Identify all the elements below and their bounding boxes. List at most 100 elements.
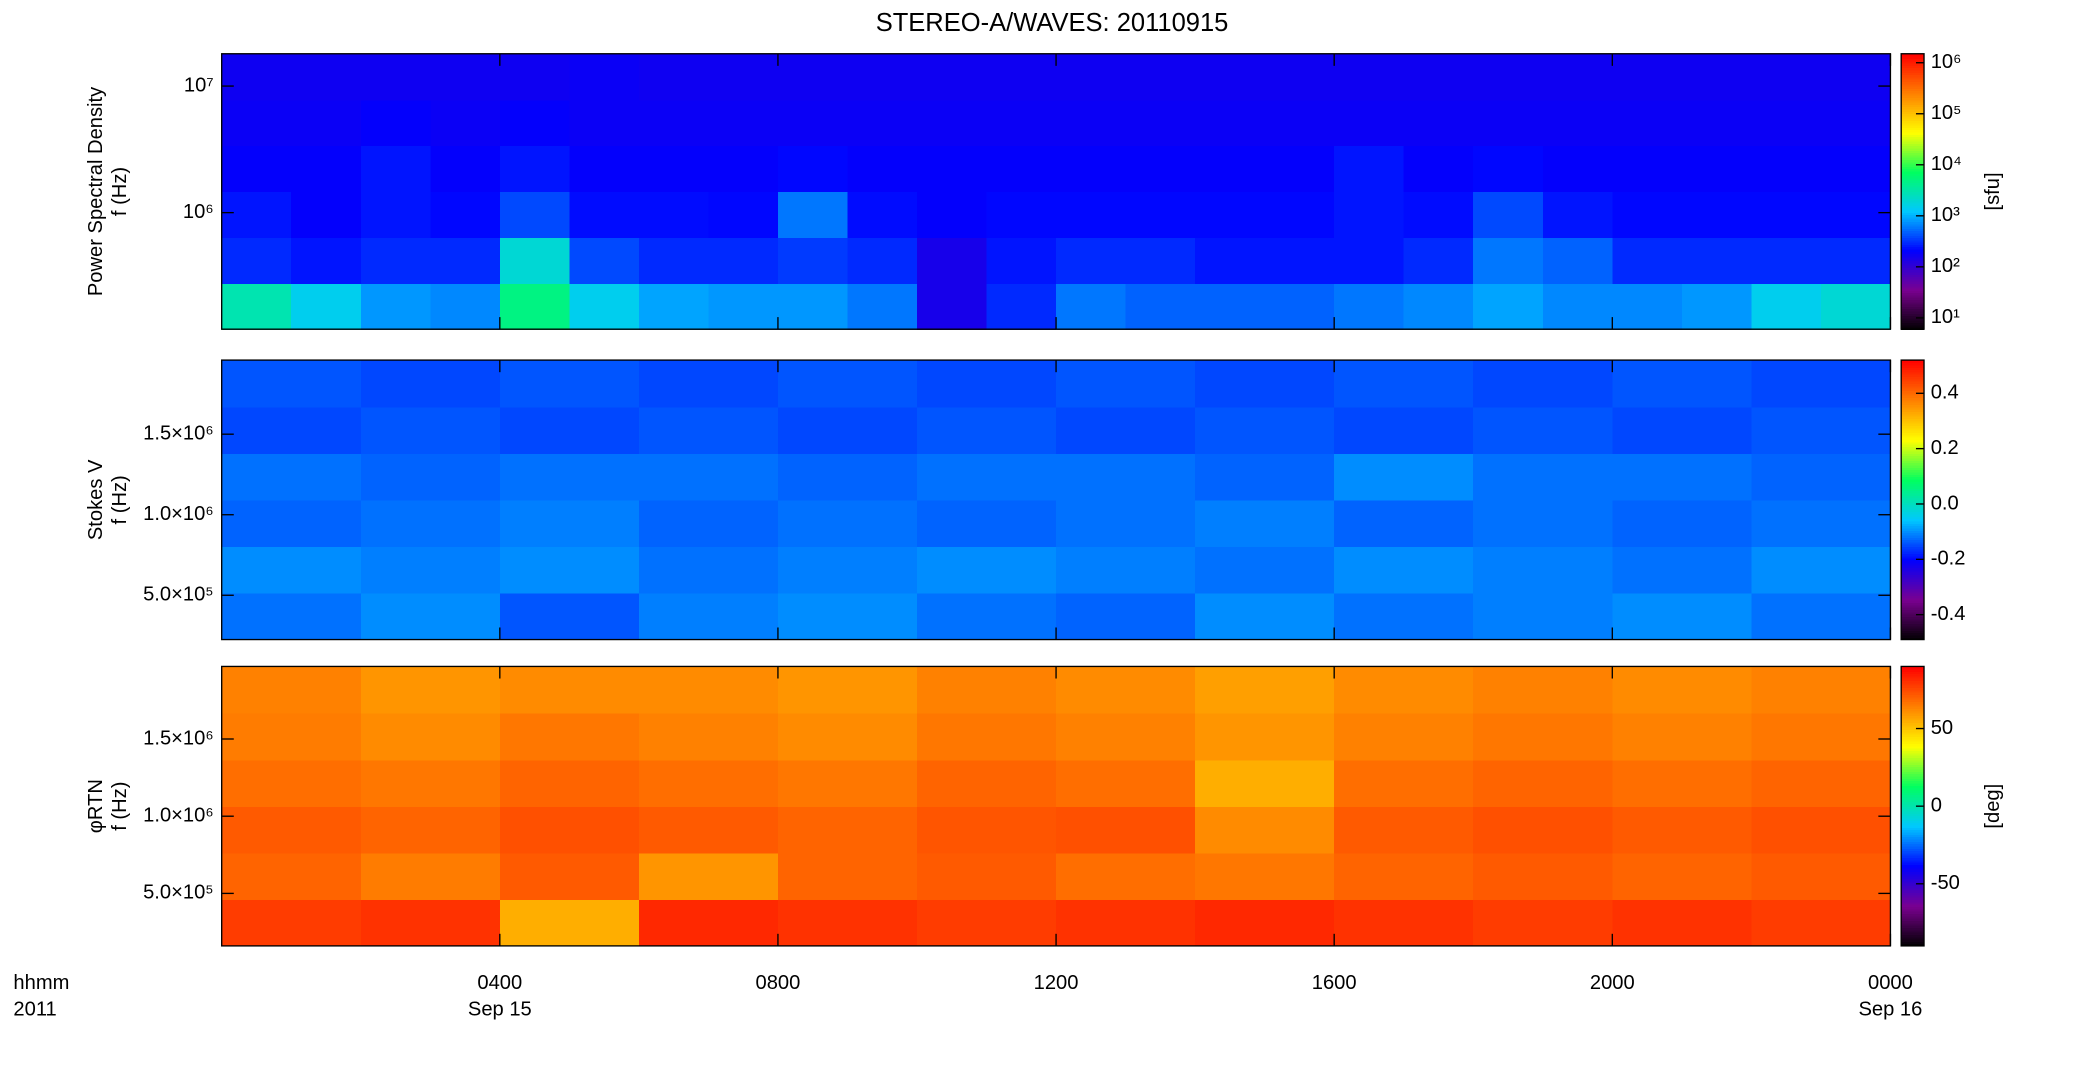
heat-cell — [360, 237, 431, 284]
colorbar-step — [1901, 516, 1925, 520]
colorbar-step — [1901, 613, 1925, 617]
colorbar-step — [1901, 122, 1925, 126]
colorbar-step — [1901, 56, 1925, 60]
colorbar-tick-label: 10⁵ — [1931, 102, 1962, 124]
heat-cell — [221, 53, 292, 101]
heat-cell — [1612, 666, 1753, 714]
heat-cell — [1751, 759, 1892, 807]
colorbar-step — [1901, 92, 1925, 96]
heat-cell — [360, 806, 501, 854]
heat-cell — [1125, 99, 1196, 147]
heat-cell — [1403, 99, 1474, 147]
colorbar-step — [1901, 140, 1925, 144]
colorbar-step — [1901, 269, 1925, 273]
heat-cell — [917, 899, 1057, 947]
heat-cell — [1334, 360, 1474, 408]
colorbar-step — [1901, 726, 1925, 730]
colorbar-step — [1901, 294, 1925, 298]
heat-cell — [777, 592, 918, 641]
heat-cell — [638, 191, 710, 239]
heat-cell — [1820, 191, 1892, 239]
heat-cell — [1056, 499, 1196, 548]
colorbar-step — [1901, 859, 1925, 863]
heat-cell — [917, 806, 1057, 854]
colorbar-step — [1901, 850, 1925, 854]
colorbar-step — [1901, 689, 1925, 693]
colorbar-frame — [1900, 359, 1925, 641]
y-tick-label: 1.5×10⁶ — [143, 423, 213, 445]
heat-cell — [1612, 237, 1683, 284]
colorbar-step — [1901, 801, 1925, 805]
colorbar-step — [1901, 553, 1925, 557]
colorbar-step — [1901, 532, 1925, 536]
heat-cell — [1125, 237, 1196, 284]
colorbar-step — [1901, 560, 1925, 564]
heat-cell — [1473, 99, 1544, 147]
heat-cell — [221, 713, 362, 761]
heat-cell — [1334, 546, 1474, 594]
colorbar-step — [1901, 422, 1925, 426]
heat-cell — [638, 666, 779, 714]
heat-cell — [1195, 806, 1335, 854]
colorbar-step — [1901, 899, 1925, 903]
colorbar-step — [1901, 303, 1925, 307]
heat-cell — [360, 852, 501, 900]
heat-cell — [1751, 546, 1892, 594]
heat-cell — [1612, 759, 1753, 807]
colorbar-step — [1901, 106, 1925, 110]
heat-cell — [430, 191, 501, 239]
colorbar-step — [1901, 450, 1925, 454]
heat-cell — [1056, 237, 1127, 284]
heat-cell — [221, 806, 362, 854]
colorbar-label: [sfu] — [1982, 172, 2004, 210]
colorbar-step — [1901, 539, 1925, 543]
heat-cell — [1056, 406, 1196, 454]
colorbar-step — [1901, 567, 1925, 571]
colorbar-step — [1901, 936, 1925, 940]
colorbar-step — [1901, 595, 1925, 599]
colorbar-step — [1901, 876, 1925, 880]
heat-cell — [360, 546, 501, 594]
heat-cell — [847, 145, 918, 193]
heat-cell — [1264, 191, 1335, 239]
colorbar-step — [1901, 287, 1925, 291]
heat-cell — [1612, 145, 1683, 193]
heat-cell — [1195, 237, 1266, 284]
heat-cell — [1612, 53, 1683, 101]
colorbar-step — [1901, 69, 1925, 73]
colorbar-step — [1901, 239, 1925, 243]
colorbar-step — [1901, 616, 1925, 620]
colorbar-step — [1901, 673, 1925, 677]
colorbar-step — [1901, 274, 1925, 278]
colorbar-step — [1901, 745, 1925, 749]
colorbar-step — [1901, 892, 1925, 896]
colorbar-step — [1901, 565, 1925, 569]
x-date-label: Sep 15 — [468, 999, 532, 1021]
heat-cell — [638, 713, 779, 761]
colorbar-step — [1901, 625, 1925, 629]
heat-cell — [1751, 666, 1892, 714]
heat-cell — [1751, 360, 1892, 408]
colorbar-step — [1901, 827, 1925, 831]
colorbar-step — [1901, 620, 1925, 624]
colorbar-step — [1901, 764, 1925, 768]
colorbar-step — [1901, 906, 1925, 910]
heat-cell — [221, 406, 362, 454]
heat-cell — [1751, 499, 1892, 548]
heat-cell — [430, 145, 501, 193]
heat-cell — [847, 99, 918, 147]
heat-cell — [291, 99, 362, 147]
y-tick-label: 10⁶ — [183, 201, 214, 223]
colorbar-step — [1901, 581, 1925, 585]
heat-cell — [291, 145, 362, 193]
heat-cell — [291, 53, 362, 101]
colorbar-step — [1901, 371, 1925, 375]
colorbar-step — [1901, 90, 1925, 94]
chart-title: STEREO-A/WAVES: 20110915 — [876, 9, 1229, 37]
colorbar-step — [1901, 464, 1925, 468]
colorbar-step — [1901, 232, 1925, 236]
colorbar-step — [1901, 88, 1925, 92]
heat-cell — [638, 546, 779, 594]
heat-cell — [499, 806, 640, 854]
colorbar-step — [1901, 255, 1925, 259]
